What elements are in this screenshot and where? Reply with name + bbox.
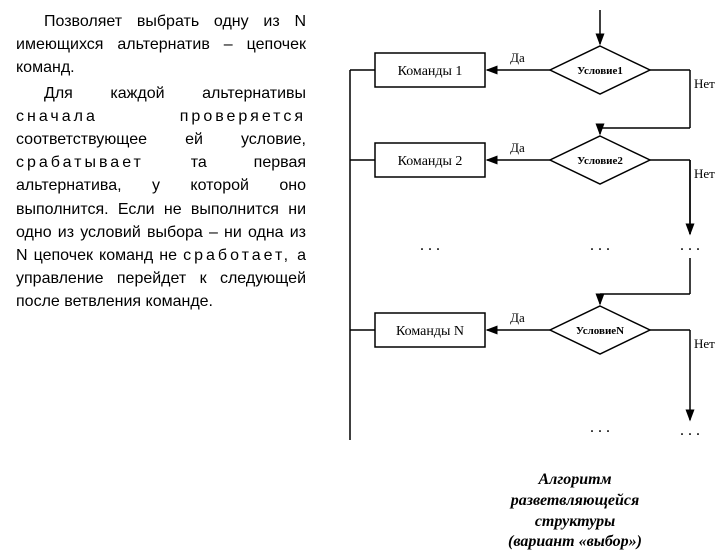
- svg-text:Команды N: Команды N: [396, 324, 464, 339]
- caption-line-1: Алгоритм: [450, 470, 700, 491]
- svg-text:. . .: . . .: [680, 237, 700, 254]
- svg-text:Да: Да: [510, 50, 525, 65]
- description-text: Позволяет выбрать одну из N имеющихся ал…: [16, 10, 306, 315]
- caption-line-4: (вариант «выбор»): [450, 532, 700, 553]
- svg-text:Условие2: Условие2: [577, 155, 623, 167]
- svg-text:Команды 1: Команды 1: [398, 64, 463, 79]
- svg-text:. . .: . . .: [420, 237, 440, 254]
- svg-text:Нет: Нет: [694, 76, 715, 91]
- para-2: Для каждой альтернативы сначала проверяе…: [16, 82, 306, 314]
- svg-text:. . .: . . .: [590, 237, 610, 254]
- svg-text:Нет: Нет: [694, 166, 715, 181]
- svg-text:. . .: . . .: [680, 422, 700, 439]
- svg-text:Нет: Нет: [694, 336, 715, 351]
- svg-text:Да: Да: [510, 140, 525, 155]
- flowchart: Команды 1 Условие1 Да Нет Команды 2 Условие2 Д…: [320, 0, 720, 460]
- svg-text:УсловиеN: УсловиеN: [576, 325, 624, 337]
- svg-text:Условие1: Условие1: [577, 65, 623, 77]
- caption-line-2: разветвляющейся: [450, 491, 700, 512]
- svg-text:. . .: . . .: [590, 419, 610, 436]
- caption-line-3: структуры: [450, 512, 700, 533]
- diagram-caption: Алгоритм разветвляющейся структуры (вари…: [450, 470, 700, 553]
- svg-text:Команды 2: Команды 2: [398, 154, 463, 169]
- svg-text:Да: Да: [510, 310, 525, 325]
- para-1: Позволяет выбрать одну из N имеющихся ал…: [16, 10, 306, 80]
